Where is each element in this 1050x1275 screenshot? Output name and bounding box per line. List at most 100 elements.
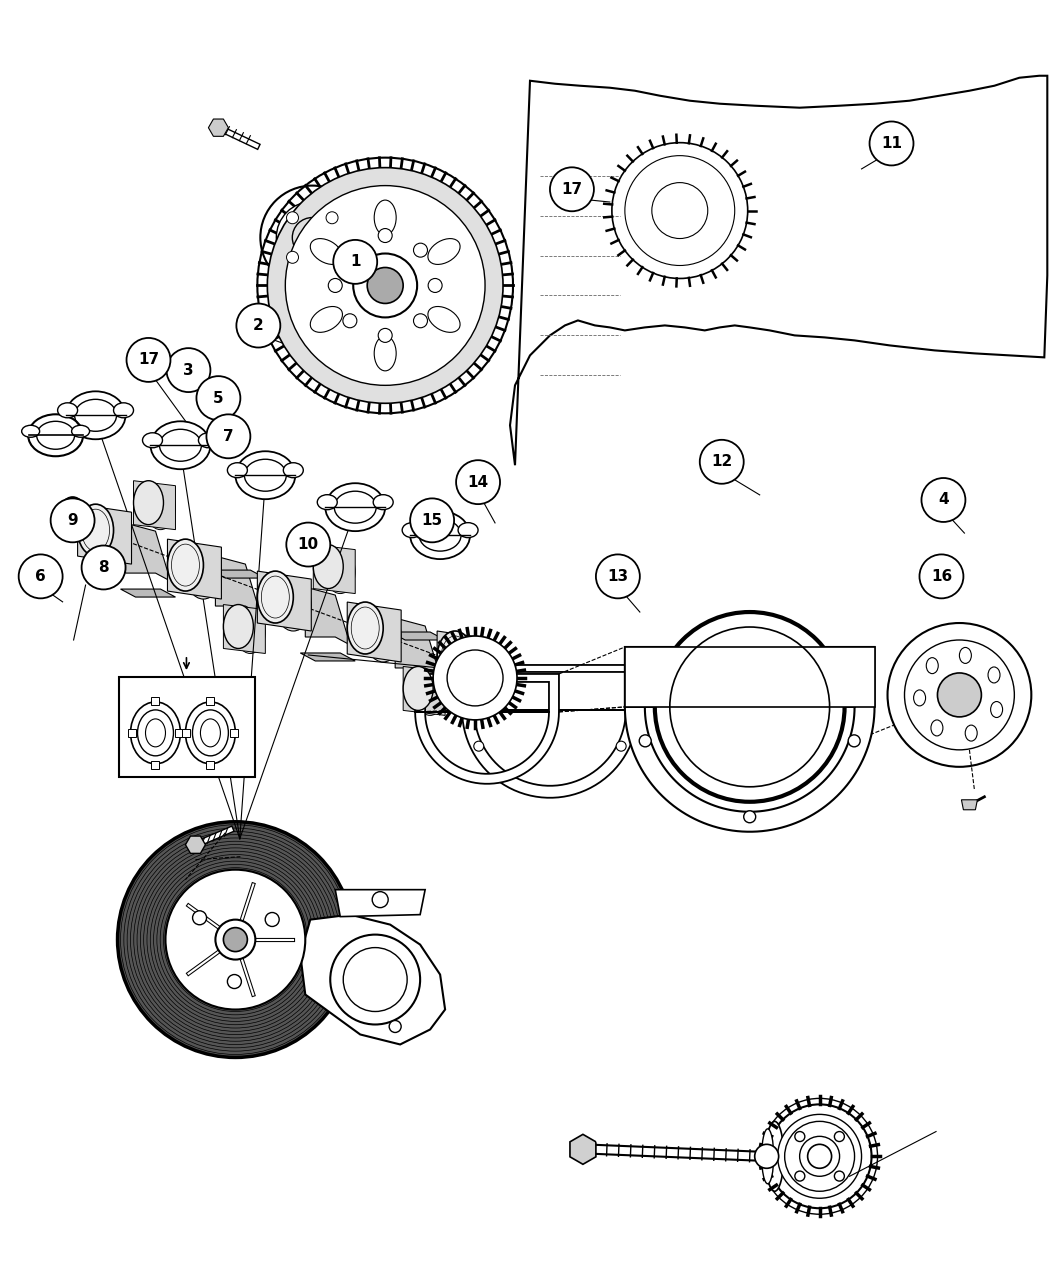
Polygon shape	[167, 539, 222, 599]
Ellipse shape	[150, 421, 210, 469]
Bar	[625, 646, 875, 706]
Ellipse shape	[437, 631, 474, 683]
Text: 13: 13	[607, 569, 629, 584]
Polygon shape	[224, 604, 266, 654]
Text: 4: 4	[938, 492, 949, 507]
Circle shape	[287, 212, 298, 223]
Text: 7: 7	[223, 428, 234, 444]
Ellipse shape	[761, 1128, 774, 1183]
Polygon shape	[510, 75, 1047, 465]
Polygon shape	[121, 589, 175, 597]
Polygon shape	[215, 556, 260, 615]
Circle shape	[795, 1172, 805, 1181]
Ellipse shape	[458, 523, 478, 538]
Polygon shape	[119, 677, 255, 776]
Circle shape	[50, 499, 94, 542]
Circle shape	[414, 244, 427, 258]
Ellipse shape	[198, 432, 218, 448]
Circle shape	[778, 1114, 862, 1198]
Circle shape	[82, 546, 126, 589]
Circle shape	[378, 329, 393, 343]
Ellipse shape	[765, 1121, 783, 1191]
Ellipse shape	[228, 463, 248, 478]
Ellipse shape	[403, 667, 433, 710]
Circle shape	[699, 440, 743, 483]
Polygon shape	[415, 674, 559, 784]
Circle shape	[795, 1131, 805, 1141]
Circle shape	[287, 251, 298, 264]
Circle shape	[414, 314, 427, 328]
Circle shape	[333, 240, 377, 284]
Circle shape	[596, 555, 639, 598]
Bar	[207, 761, 214, 769]
Circle shape	[784, 1121, 855, 1191]
Circle shape	[378, 228, 393, 242]
Ellipse shape	[428, 306, 460, 333]
Circle shape	[19, 555, 63, 598]
Ellipse shape	[186, 703, 235, 764]
Circle shape	[372, 891, 388, 908]
Circle shape	[474, 741, 484, 751]
Circle shape	[343, 244, 357, 258]
Ellipse shape	[348, 602, 383, 654]
Circle shape	[266, 913, 279, 927]
Polygon shape	[186, 836, 206, 853]
Polygon shape	[313, 544, 355, 594]
Polygon shape	[133, 481, 175, 529]
Circle shape	[835, 1172, 844, 1181]
Text: 2: 2	[253, 317, 264, 333]
Circle shape	[167, 348, 210, 393]
Circle shape	[655, 612, 844, 802]
Text: 11: 11	[881, 136, 902, 150]
Circle shape	[228, 974, 242, 988]
Circle shape	[329, 278, 342, 292]
Ellipse shape	[931, 720, 943, 736]
Bar	[127, 729, 135, 737]
Ellipse shape	[275, 579, 311, 631]
Text: 17: 17	[562, 182, 583, 196]
Ellipse shape	[990, 701, 1003, 718]
Circle shape	[411, 499, 454, 542]
Ellipse shape	[914, 690, 926, 706]
Circle shape	[118, 822, 353, 1057]
Circle shape	[368, 268, 403, 303]
Circle shape	[166, 870, 306, 1010]
Ellipse shape	[113, 403, 133, 418]
Circle shape	[550, 167, 594, 212]
Bar	[175, 729, 184, 737]
Ellipse shape	[130, 703, 181, 764]
Ellipse shape	[167, 539, 204, 592]
Ellipse shape	[186, 547, 222, 599]
Circle shape	[800, 1136, 840, 1177]
Circle shape	[286, 186, 485, 385]
Bar	[207, 697, 214, 705]
Ellipse shape	[78, 504, 113, 556]
Ellipse shape	[415, 672, 445, 715]
Ellipse shape	[310, 306, 342, 333]
Polygon shape	[570, 1135, 596, 1164]
Text: 17: 17	[138, 352, 159, 367]
Ellipse shape	[926, 658, 939, 673]
Bar	[230, 729, 238, 737]
Ellipse shape	[965, 725, 978, 741]
Ellipse shape	[988, 667, 1000, 683]
Ellipse shape	[146, 486, 175, 529]
Circle shape	[196, 376, 240, 419]
Circle shape	[390, 1020, 401, 1033]
Polygon shape	[348, 602, 401, 662]
Circle shape	[192, 910, 207, 924]
Circle shape	[743, 811, 756, 822]
Ellipse shape	[326, 550, 355, 594]
Ellipse shape	[317, 495, 337, 510]
Text: 5: 5	[213, 390, 224, 405]
Circle shape	[922, 478, 965, 521]
Polygon shape	[208, 119, 229, 136]
Ellipse shape	[235, 451, 295, 500]
Text: 12: 12	[711, 454, 732, 469]
Ellipse shape	[960, 648, 971, 663]
Ellipse shape	[257, 571, 293, 623]
Polygon shape	[306, 586, 351, 645]
Circle shape	[207, 414, 250, 458]
Text: 16: 16	[930, 569, 952, 584]
Circle shape	[768, 1104, 871, 1209]
